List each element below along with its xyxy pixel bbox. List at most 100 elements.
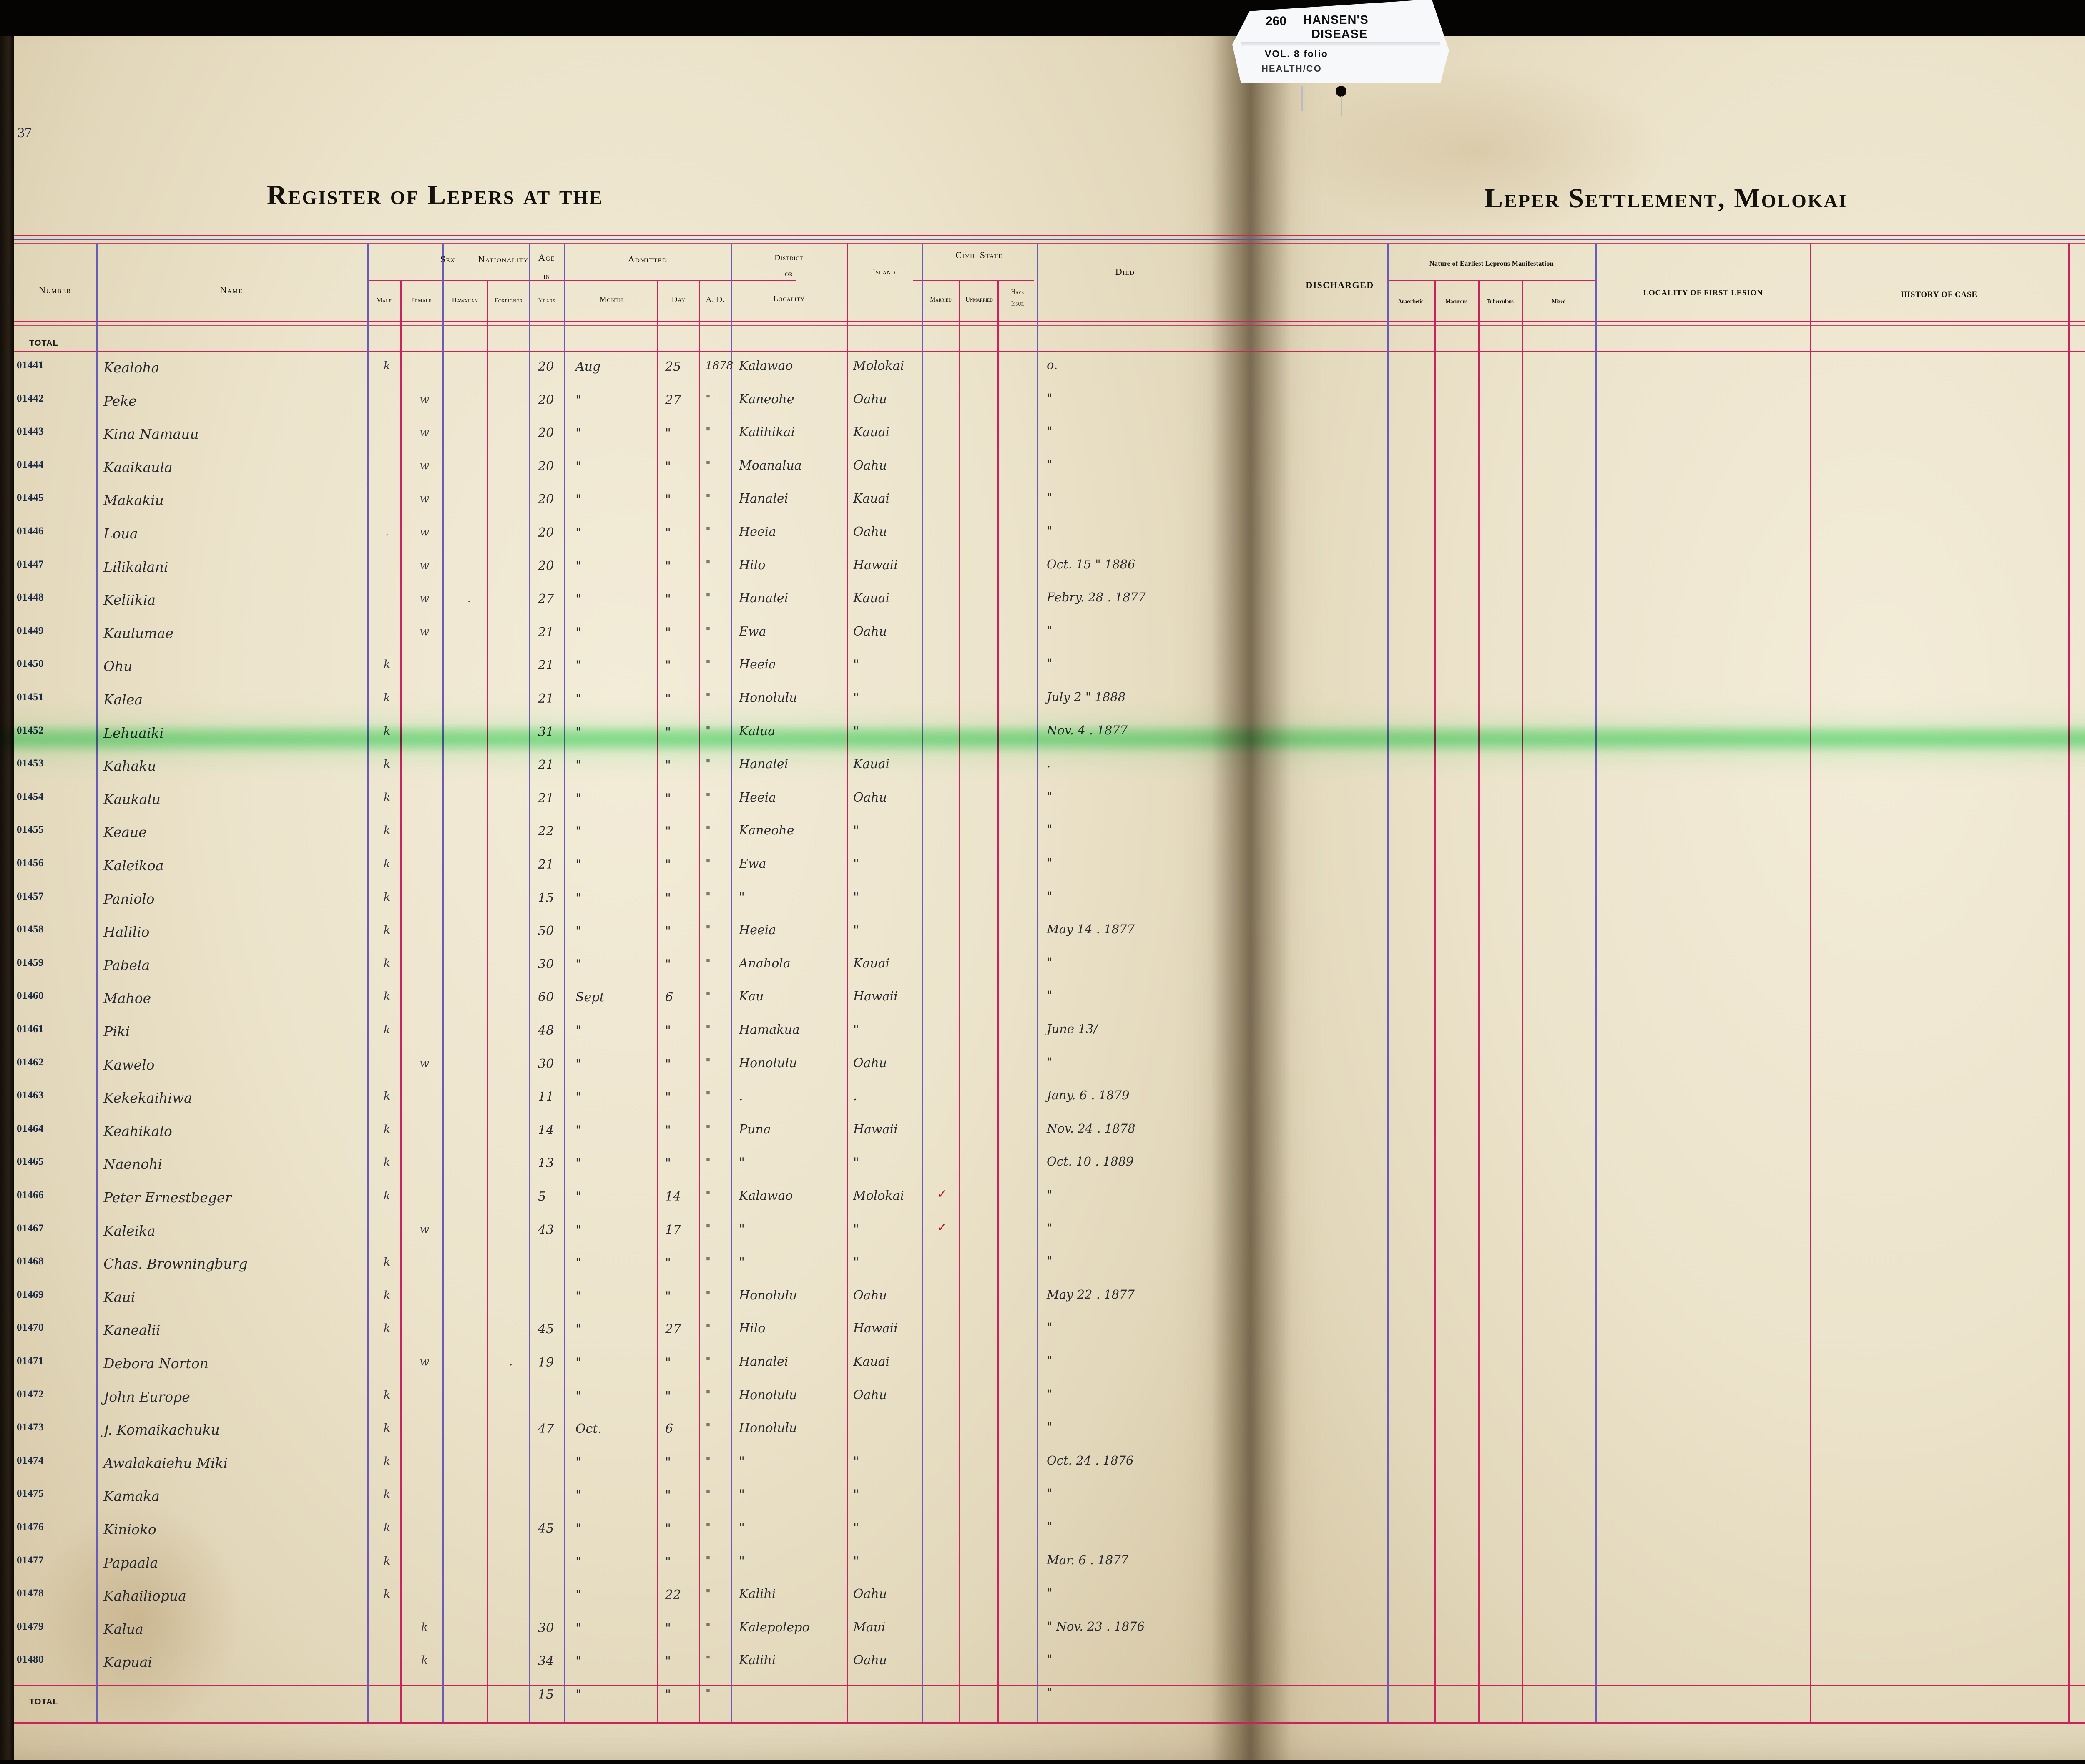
cell-ad: " — [706, 1455, 711, 1467]
cell-died: " — [1047, 1055, 1053, 1069]
table-row — [14, 1386, 2085, 1420]
cell-name: Naenohi — [103, 1156, 163, 1173]
cell-female: w — [420, 525, 430, 538]
header-macurous: Macurous — [1446, 299, 1467, 305]
cell-month: " — [575, 1189, 581, 1204]
header-mid-rule-civil — [913, 280, 1034, 281]
cell-age: 21 — [538, 691, 554, 706]
cell-number: 01462 — [17, 1056, 44, 1068]
cell-day: 17 — [665, 1222, 681, 1237]
total-label-bottom-left: TOTAL — [29, 1697, 58, 1706]
header-discharged: DISCHARGED — [1306, 280, 1374, 290]
cell-day: " — [665, 658, 671, 673]
cell-name: Chas. Browningburg — [103, 1256, 248, 1272]
table-row — [14, 1287, 2085, 1320]
cell-month: " — [575, 625, 581, 640]
table-row — [14, 357, 2085, 390]
cell-island: " — [853, 1155, 859, 1170]
cell-male: k — [383, 1156, 391, 1169]
cell-name: Awalakaiehu Miki — [103, 1455, 228, 1471]
cell-died: " — [1047, 789, 1053, 804]
table-row — [14, 1220, 2085, 1254]
cell-number: 01474 — [17, 1455, 44, 1466]
cell-name: Kamaka — [103, 1488, 160, 1505]
cell-name: Kaaikaula — [103, 459, 173, 475]
cell-died: " — [1047, 1652, 1053, 1667]
header-number: Number — [39, 285, 71, 295]
cell-female: w — [420, 392, 430, 406]
cell-locality: Hilo — [739, 558, 766, 573]
cell-number: 01459 — [17, 957, 44, 968]
cell-died: " — [1047, 1486, 1053, 1501]
cell-ad: " — [706, 924, 711, 937]
cell-number: 01477 — [17, 1554, 44, 1566]
cell-age: 20 — [538, 359, 554, 374]
cell-name: Kina Namauu — [103, 426, 199, 442]
cell-died: May 22 . 1877 — [1047, 1287, 1135, 1302]
cell-month: " — [575, 1256, 581, 1271]
cell-male: k — [383, 791, 391, 804]
cell-male: k — [383, 1388, 391, 1402]
cell-island: Oahu — [853, 1288, 887, 1303]
cell-age: 20 — [538, 558, 554, 573]
cell-month: " — [575, 957, 581, 972]
table-row — [14, 656, 2085, 689]
cell-ad: " — [706, 1521, 711, 1534]
col-rule-number — [96, 243, 98, 1722]
cell-number: 01476 — [17, 1521, 44, 1533]
cell-month: " — [575, 459, 581, 474]
cell-age: 5 — [538, 1189, 546, 1204]
cell-name: Keaue — [103, 824, 147, 841]
cell-day: " — [665, 426, 671, 441]
cell-month: " — [575, 1488, 581, 1503]
cell-island: Hawaii — [853, 558, 898, 573]
header-top-rule-blue — [14, 239, 2085, 240]
table-row — [14, 1187, 2085, 1220]
cell-locality: Heeia — [739, 790, 776, 805]
table-row — [14, 490, 2085, 523]
col-rule-nature — [1595, 243, 1597, 1722]
cell-island: " — [853, 857, 859, 871]
cell-day: " — [665, 957, 671, 972]
col-rule-discharged — [1387, 243, 1389, 1722]
table-row — [14, 789, 2085, 822]
cell-married: ✓ — [937, 1187, 947, 1201]
col-rule-unmarried — [997, 280, 999, 1722]
table-row — [14, 855, 2085, 888]
cell-died: " — [1047, 988, 1053, 1003]
header-married: Married — [930, 295, 952, 303]
cell-male: k — [383, 890, 391, 904]
cell-day: " — [665, 1156, 671, 1171]
header-leprous-relations: Leprous Relations — [2069, 292, 2085, 299]
cell-ad: " — [706, 857, 711, 870]
cell-ad: " — [706, 1056, 711, 1069]
cell-male: . — [385, 525, 389, 538]
cell-age: 45 — [538, 1322, 554, 1337]
table-row — [14, 921, 2085, 955]
cell-age: 21 — [538, 758, 554, 773]
archive-tag-pin — [1301, 86, 1303, 111]
cell-died: " — [1047, 391, 1053, 405]
cell-age: 20 — [538, 525, 554, 540]
cell-locality: Ewa — [739, 624, 766, 639]
cell-ad: " — [706, 492, 711, 505]
cell-day: 25 — [665, 359, 681, 374]
table-row — [14, 1153, 2085, 1187]
col-rule-hawaiian — [487, 280, 488, 1722]
cell-died: May 14 . 1877 — [1047, 922, 1135, 937]
cell-died: " — [1047, 889, 1053, 903]
cell-male: k — [383, 924, 391, 937]
col-rule-history — [2068, 243, 2070, 1722]
cell-ad: 1878 — [706, 359, 734, 372]
cell-died: " — [1047, 424, 1053, 439]
cell-day: 22 — [665, 1588, 681, 1603]
cell-island: Kauai — [853, 757, 890, 772]
cell-died: " — [1047, 656, 1053, 671]
cell-male: k — [383, 1488, 391, 1501]
header-ad: A. D. — [706, 295, 725, 304]
cell-female: w — [420, 1056, 430, 1070]
cell-male: k — [383, 824, 391, 837]
cell-age: 20 — [538, 426, 554, 441]
cell-number: 01458 — [17, 924, 44, 935]
footer-bottom-rule — [14, 1722, 2085, 1724]
